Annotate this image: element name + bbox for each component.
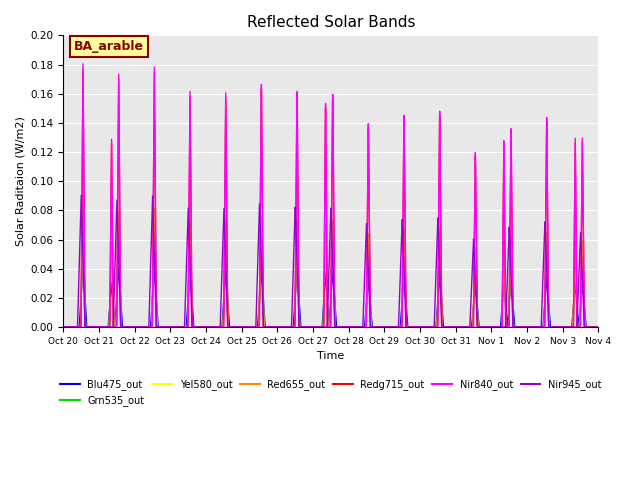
Line: Nir945_out: Nir945_out — [63, 195, 598, 327]
Line: Yel580_out: Yel580_out — [63, 218, 598, 327]
X-axis label: Time: Time — [317, 351, 344, 361]
Nir945_out — [288, 310, 296, 316]
Blu475_out — [60, 324, 67, 330]
Title: Reflected Solar Bands: Reflected Solar Bands — [246, 15, 415, 30]
Grn535_out — [121, 324, 129, 330]
Blu475_out — [288, 324, 296, 330]
Yel580_out — [527, 324, 534, 330]
Nir945_out — [584, 324, 592, 330]
Nir840_out — [60, 324, 67, 330]
Line: Nir840_out: Nir840_out — [63, 64, 598, 327]
Red655_out — [79, 204, 87, 210]
Red655_out — [60, 324, 67, 330]
Nir945_out — [121, 324, 129, 330]
Y-axis label: Solar Raditaion (W/m2): Solar Raditaion (W/m2) — [15, 116, 25, 246]
Blu475_out — [584, 324, 592, 330]
Grn535_out — [527, 324, 534, 330]
Yel580_out — [288, 324, 296, 330]
Redg715_out — [60, 324, 67, 330]
Nir840_out — [152, 324, 160, 329]
Nir840_out — [121, 324, 129, 330]
Redg715_out — [288, 324, 296, 330]
Yel580_out — [121, 324, 129, 330]
Red655_out — [288, 324, 296, 330]
Grn535_out — [152, 302, 160, 308]
Red655_out — [584, 324, 592, 330]
Blu475_out — [121, 324, 129, 330]
Red655_out — [121, 324, 129, 330]
Nir840_out — [595, 324, 602, 330]
Redg715_out — [265, 324, 273, 330]
Blu475_out — [265, 324, 273, 330]
Redg715_out — [79, 66, 87, 72]
Grn535_out — [584, 324, 592, 330]
Red655_out — [152, 300, 160, 306]
Nir840_out — [288, 324, 296, 330]
Nir945_out — [265, 324, 273, 330]
Blu475_out — [152, 295, 160, 301]
Line: Blu475_out: Blu475_out — [63, 265, 598, 327]
Yel580_out — [60, 324, 67, 330]
Redg715_out — [121, 324, 129, 330]
Line: Redg715_out: Redg715_out — [63, 69, 598, 327]
Yel580_out — [595, 324, 602, 330]
Redg715_out — [527, 324, 534, 330]
Nir945_out — [152, 324, 160, 330]
Blu475_out — [527, 324, 534, 330]
Grn535_out — [288, 324, 296, 330]
Text: BA_arable: BA_arable — [74, 40, 144, 53]
Redg715_out — [584, 324, 592, 330]
Legend: Blu475_out, Grn535_out, Yel580_out, Red655_out, Redg715_out, Nir840_out, Nir945_: Blu475_out, Grn535_out, Yel580_out, Red6… — [56, 376, 605, 410]
Grn535_out — [79, 215, 87, 221]
Nir945_out — [60, 324, 67, 330]
Nir840_out — [584, 324, 592, 330]
Red655_out — [527, 324, 534, 330]
Nir945_out — [77, 192, 85, 198]
Blu475_out — [79, 262, 87, 268]
Redg715_out — [152, 324, 160, 329]
Grn535_out — [595, 324, 602, 330]
Grn535_out — [265, 324, 273, 330]
Redg715_out — [595, 324, 602, 330]
Line: Grn535_out: Grn535_out — [63, 218, 598, 327]
Red655_out — [595, 324, 602, 330]
Nir840_out — [527, 324, 534, 330]
Yel580_out — [265, 324, 273, 330]
Nir840_out — [79, 61, 87, 67]
Blu475_out — [595, 324, 602, 330]
Nir945_out — [527, 324, 534, 330]
Nir945_out — [595, 324, 602, 330]
Yel580_out — [584, 324, 592, 330]
Red655_out — [265, 324, 273, 330]
Nir840_out — [265, 324, 273, 330]
Yel580_out — [79, 215, 87, 221]
Line: Red655_out: Red655_out — [63, 207, 598, 327]
Yel580_out — [152, 302, 160, 308]
Grn535_out — [60, 324, 67, 330]
